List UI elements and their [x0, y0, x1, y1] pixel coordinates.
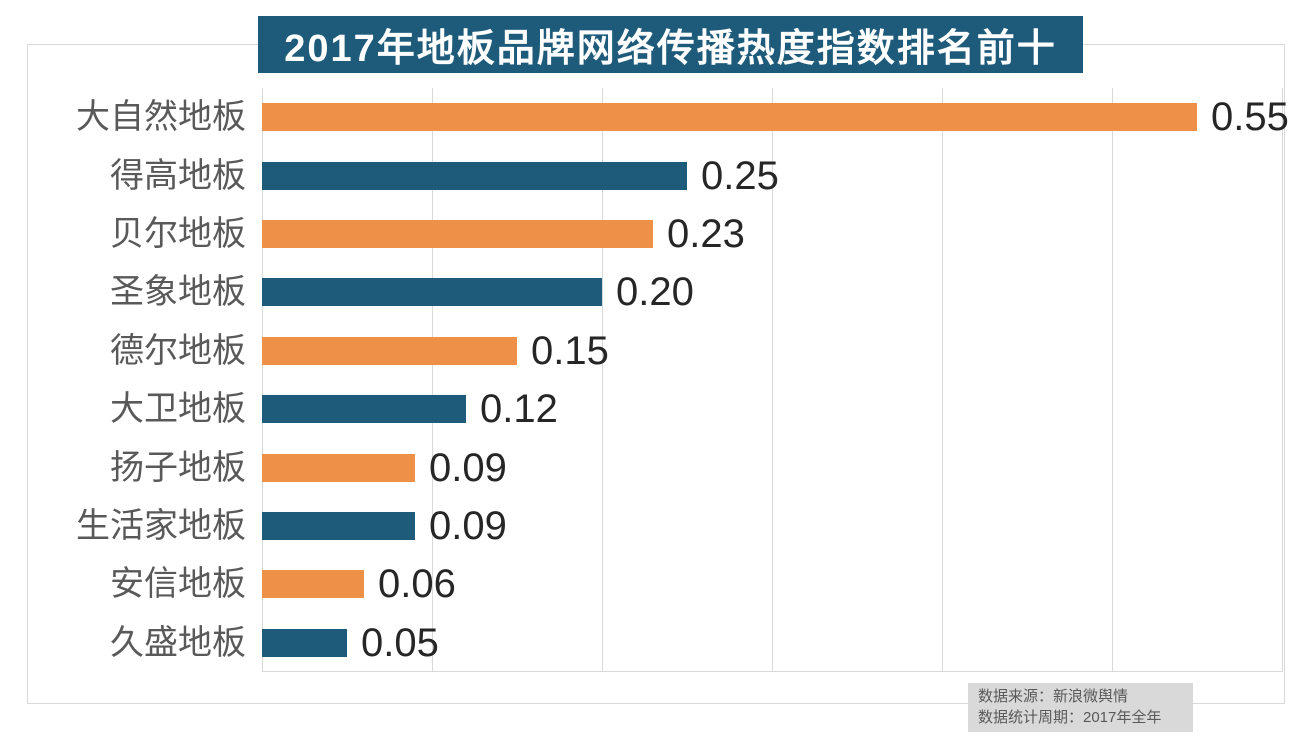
bar-zone: 0.23: [262, 205, 1282, 263]
source-note-line2: 数据统计周期：2017年全年: [978, 709, 1162, 726]
plot-area: [262, 88, 1283, 672]
x-axis-line: [262, 671, 1282, 672]
bar: [262, 219, 653, 248]
value-label: 0.06: [378, 562, 456, 607]
bar: [262, 161, 687, 190]
bar-row: 安信地板 0.06: [27, 555, 1286, 613]
bar-row: 久盛地板 0.05: [27, 614, 1286, 672]
chart-title: 2017年地板品牌网络传播热度指数排名前十: [284, 28, 1057, 70]
bar-zone: 0.09: [262, 497, 1282, 555]
category-label: 扬子地板: [110, 448, 246, 487]
bar-row: 大自然地板 0.55: [27, 88, 1289, 146]
category-label: 生活家地板: [76, 506, 246, 545]
bar-row: 圣象地板 0.20: [27, 263, 1286, 321]
bar: [262, 103, 1197, 132]
source-note-line1: 数据来源：新浪微舆情: [978, 688, 1129, 705]
category-label: 圣象地板: [110, 273, 246, 312]
gridline: [1282, 88, 1283, 672]
bar-row: 得高地板 0.25: [27, 146, 1286, 204]
value-label: 0.05: [361, 620, 439, 665]
category-label: 大自然地板: [76, 98, 246, 137]
gridline: [262, 88, 263, 672]
bar-row: 生活家地板 0.09: [27, 497, 1286, 555]
gridline: [942, 88, 943, 672]
bar-zone: 0.25: [262, 146, 1282, 204]
value-label: 0.55: [1211, 95, 1289, 140]
source-note-box: 数据来源：新浪微舆情 数据统计周期：2017年全年: [968, 683, 1193, 732]
bar: [262, 570, 364, 599]
category-label: 安信地板: [110, 565, 246, 604]
value-label: 0.09: [429, 445, 507, 490]
value-label: 0.20: [616, 270, 694, 315]
bar: [262, 395, 466, 424]
category-label: 久盛地板: [110, 623, 246, 662]
chart-border-frame: [27, 44, 1285, 704]
chart-title-banner: 2017年地板品牌网络传播热度指数排名前十: [258, 16, 1083, 73]
bar-row: 大卫地板 0.12: [27, 380, 1286, 438]
bar: [262, 511, 415, 540]
gridline: [602, 88, 603, 672]
bar-row: 扬子地板 0.09: [27, 438, 1286, 496]
bar-row: 贝尔地板 0.23: [27, 205, 1286, 263]
bar-zone: 0.12: [262, 380, 1282, 438]
bar: [262, 628, 347, 657]
bar: [262, 453, 415, 482]
value-label: 0.09: [429, 503, 507, 548]
gridline: [1112, 88, 1113, 672]
bar-zone: 0.15: [262, 322, 1282, 380]
gridline: [772, 88, 773, 672]
bar-zone: 0.05: [262, 614, 1282, 672]
category-label: 大卫地板: [110, 390, 246, 429]
bar: [262, 278, 602, 307]
bar-zone: 0.06: [262, 555, 1282, 613]
value-label: 0.15: [531, 328, 609, 373]
category-label: 得高地板: [110, 156, 246, 195]
bar-zone: 0.55: [262, 88, 1289, 146]
bar: [262, 336, 517, 365]
gridline: [432, 88, 433, 672]
bar-zone: 0.20: [262, 263, 1282, 321]
bar-rows: 大自然地板 0.55 得高地板 0.25 贝尔地板 0.23 圣象地板 0.20 德尔地板 0.1…: [27, 88, 1289, 672]
value-label: 0.12: [480, 387, 558, 432]
value-label: 0.25: [701, 153, 779, 198]
category-label: 德尔地板: [110, 331, 246, 370]
value-label: 0.23: [667, 211, 745, 256]
bar-zone: 0.09: [262, 438, 1282, 496]
bar-row: 德尔地板 0.15: [27, 322, 1286, 380]
category-label: 贝尔地板: [110, 214, 246, 253]
